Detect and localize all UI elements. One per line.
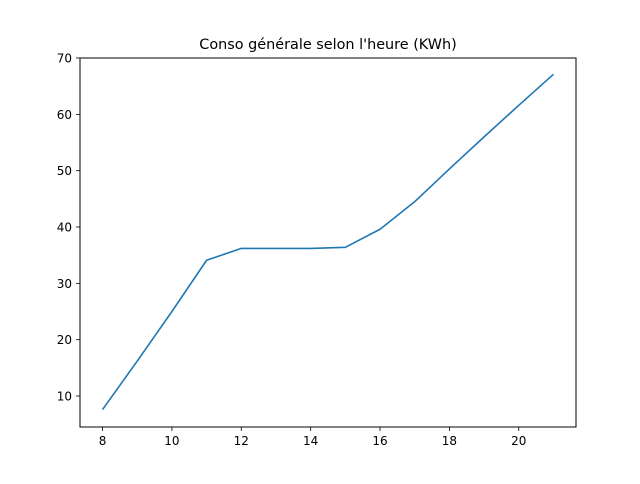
x-tick-label: 20 (511, 434, 526, 448)
y-tick-label: 50 (57, 164, 72, 178)
plot-frame (79, 57, 577, 428)
x-tick-label: 10 (164, 434, 179, 448)
y-tick-label: 40 (57, 221, 72, 235)
x-tick-label: 8 (99, 434, 107, 448)
series-line (101, 73, 554, 411)
x-tick-label: 12 (234, 434, 249, 448)
y-tick-label: 30 (57, 277, 72, 291)
x-tick-label: 18 (442, 434, 457, 448)
y-tick-label: 10 (57, 390, 72, 404)
y-tick-label: 20 (57, 333, 72, 347)
x-tick-label: 16 (372, 434, 387, 448)
y-tick-label: 60 (57, 108, 72, 122)
chart-title: Conso générale selon l'heure (KWh) (199, 37, 456, 53)
y-tick-label: 70 (57, 52, 72, 66)
x-tick-label: 14 (303, 434, 318, 448)
